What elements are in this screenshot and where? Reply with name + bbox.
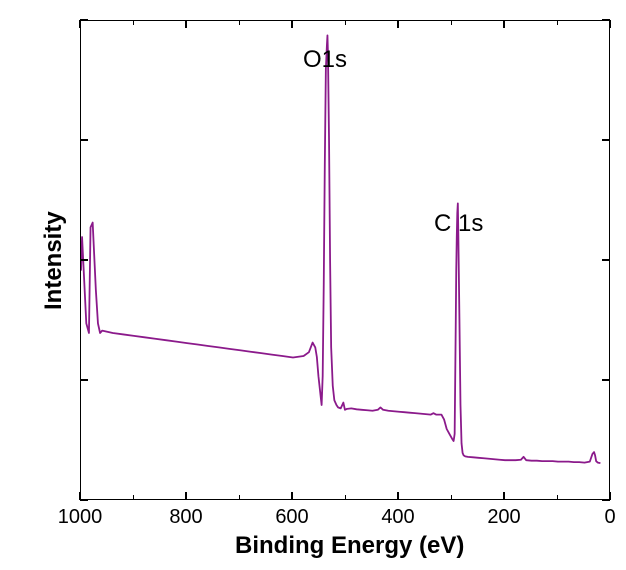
peak-label: C 1s <box>434 210 483 238</box>
x-tick-label: 200 <box>487 506 520 529</box>
y-tick-right <box>602 379 610 381</box>
x-tick-label: 800 <box>169 506 202 529</box>
x-tick-major-top <box>185 20 187 28</box>
x-tick-major <box>503 492 505 500</box>
y-tick-right <box>602 259 610 261</box>
x-tick-label: 0 <box>604 506 615 529</box>
x-tick-major-top <box>79 20 81 28</box>
y-tick <box>80 379 88 381</box>
x-tick-major-top <box>503 20 505 28</box>
x-tick-minor <box>557 495 558 500</box>
y-tick <box>80 19 88 21</box>
x-tick-minor <box>133 495 134 500</box>
x-tick-major-top <box>397 20 399 28</box>
x-tick-minor-top <box>239 20 240 25</box>
spectrum-line <box>81 21 611 501</box>
x-tick-minor <box>239 495 240 500</box>
x-tick-major <box>291 492 293 500</box>
x-tick-label: 1000 <box>58 506 103 529</box>
x-tick-major-top <box>291 20 293 28</box>
x-tick-major-top <box>609 20 611 28</box>
x-tick-major <box>397 492 399 500</box>
x-tick-label: 400 <box>381 506 414 529</box>
x-tick-minor <box>345 495 346 500</box>
xps-spectrum-chart: 1000 800 600 400 200 0 Binding Energy (eV) In… <box>0 0 626 570</box>
x-tick-minor-top <box>345 20 346 25</box>
y-tick-right <box>602 499 610 501</box>
y-tick <box>80 259 88 261</box>
x-tick-minor-top <box>557 20 558 25</box>
y-axis-label: Intensity <box>40 211 68 310</box>
x-tick-minor-top <box>133 20 134 25</box>
x-tick-major <box>185 492 187 500</box>
x-tick-minor-top <box>451 20 452 25</box>
y-tick-right <box>602 139 610 141</box>
x-tick-minor <box>451 495 452 500</box>
x-axis-label: Binding Energy (eV) <box>235 532 464 560</box>
y-tick <box>80 139 88 141</box>
plot-area <box>80 20 610 500</box>
y-tick <box>80 499 88 501</box>
peak-label: O1s <box>303 46 347 74</box>
y-tick-right <box>602 19 610 21</box>
x-tick-label: 600 <box>275 506 308 529</box>
